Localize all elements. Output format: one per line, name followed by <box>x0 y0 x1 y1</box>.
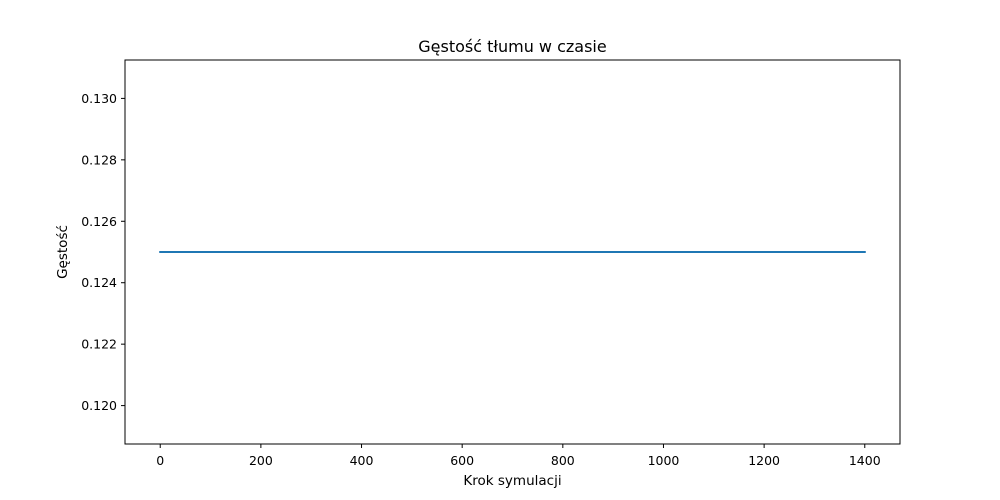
chart-title: Gęstość tłumu w czasie <box>418 37 606 56</box>
x-tick-label: 200 <box>249 453 273 468</box>
x-tick-label: 800 <box>551 453 575 468</box>
plot-frame <box>124 59 901 445</box>
y-axis: 0.120 0.122 0.124 0.126 0.128 0.130 <box>81 91 125 413</box>
y-axis-title: Gęstość <box>55 225 71 279</box>
x-tick-label: 600 <box>450 453 474 468</box>
plot-area <box>124 59 901 445</box>
y-tick-label: 0.122 <box>81 337 117 352</box>
y-tick-label: 0.128 <box>81 152 117 167</box>
x-tick-label: 1000 <box>648 453 680 468</box>
y-tick-label: 0.130 <box>81 91 117 106</box>
y-tick-label: 0.126 <box>81 214 117 229</box>
x-tick-label: 0 <box>156 453 164 468</box>
x-axis: 0 200 400 600 800 1000 1200 1400 <box>156 444 881 468</box>
x-axis-title: Krok symulacji <box>463 473 561 489</box>
y-tick-label: 0.124 <box>81 275 117 290</box>
x-tick-label: 400 <box>350 453 374 468</box>
y-tick-label: 0.120 <box>81 398 117 413</box>
x-tick-label: 1200 <box>748 453 780 468</box>
x-tick-label: 1400 <box>849 453 881 468</box>
